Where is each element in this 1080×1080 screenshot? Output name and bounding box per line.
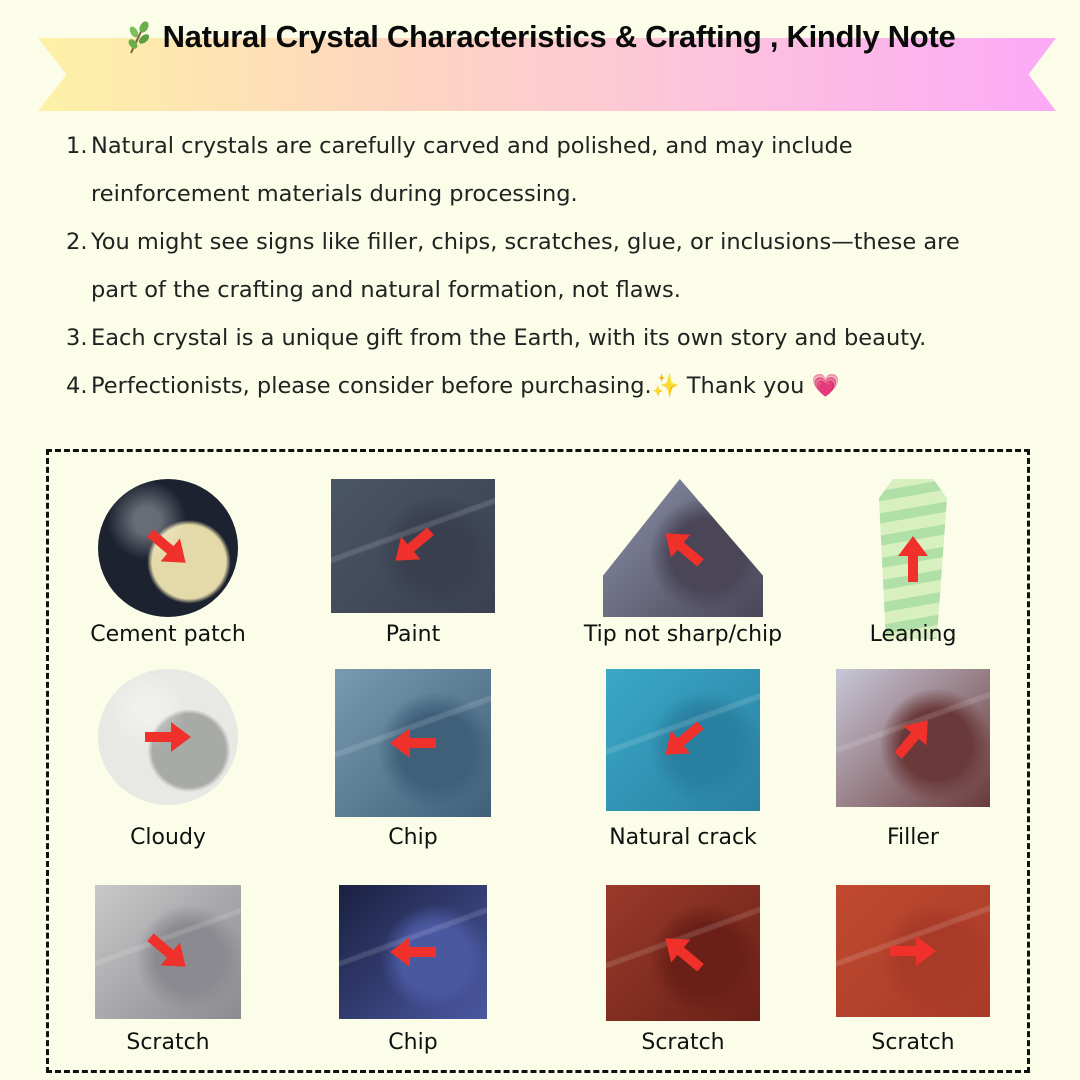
note-number: 2. bbox=[66, 229, 88, 255]
crystal-photo bbox=[335, 669, 491, 817]
note-item: 2. You might see signs like filler, chips… bbox=[66, 218, 1026, 314]
arrow-left-icon bbox=[390, 937, 436, 967]
arrow-up-right-icon bbox=[894, 720, 928, 759]
note-item: 1. Natural crystals are carefully carved … bbox=[66, 122, 1026, 218]
crystal-photo bbox=[339, 885, 487, 1019]
note-text: Natural crystals are carefully carved an… bbox=[91, 122, 853, 218]
note-number: 1. bbox=[66, 133, 88, 159]
note-number: 3. bbox=[66, 325, 88, 351]
example-item: Cloudy bbox=[68, 669, 268, 865]
arrow-up-left-icon bbox=[665, 533, 704, 567]
example-item: Scratch bbox=[68, 885, 268, 1070]
note-text: Perfectionists, please consider before p… bbox=[91, 362, 840, 410]
example-label: Cloudy bbox=[130, 825, 206, 850]
note-item: 4. Perfectionists, please consider before… bbox=[66, 362, 1026, 410]
example-item: Chip bbox=[313, 669, 513, 865]
note-number: 4. bbox=[66, 373, 88, 399]
note-line: Each crystal is a unique gift from the E… bbox=[91, 325, 927, 351]
note-line: You might see signs like filler, chips, … bbox=[91, 229, 960, 255]
example-item: Paint bbox=[313, 479, 513, 662]
example-label: Filler bbox=[887, 825, 939, 850]
example-item: Scratch bbox=[583, 885, 783, 1070]
arrow-right-icon bbox=[145, 722, 191, 752]
example-label: Scratch bbox=[126, 1030, 210, 1055]
note-line: Perfectionists, please consider before p… bbox=[91, 373, 840, 399]
crystal-photo bbox=[606, 885, 760, 1021]
example-label: Chip bbox=[388, 825, 438, 850]
example-label: Paint bbox=[385, 622, 441, 647]
leaf-sprig-icon bbox=[128, 20, 149, 53]
arrow-down-left-icon bbox=[395, 527, 434, 561]
arrow-down-right-icon bbox=[147, 529, 186, 563]
title-banner bbox=[38, 38, 1056, 111]
crystal-photo bbox=[95, 885, 241, 1019]
example-label: Cement patch bbox=[90, 622, 246, 647]
note-line: Natural crystals are carefully carved an… bbox=[91, 133, 853, 159]
crystal-photo bbox=[98, 479, 238, 617]
banner-title: Natural Crystal Characteristics & Crafti… bbox=[162, 18, 956, 54]
crystal-photo bbox=[331, 479, 495, 613]
example-label: Natural crack bbox=[609, 825, 757, 850]
note-text: You might see signs like filler, chips, … bbox=[91, 218, 960, 314]
crystal-photo bbox=[879, 479, 947, 639]
example-label: Tip not sharp/chip bbox=[583, 622, 783, 647]
crystal-photo bbox=[98, 669, 238, 805]
example-label: Leaning bbox=[869, 622, 957, 647]
example-item: Leaning bbox=[813, 479, 1013, 662]
note-text: Each crystal is a unique gift from the E… bbox=[91, 314, 926, 362]
example-label: Scratch bbox=[641, 1030, 725, 1055]
banner-title-row: Natural Crystal Characteristics & Crafti… bbox=[0, 0, 1080, 73]
arrow-up-left-icon bbox=[665, 938, 704, 972]
example-item: Tip not sharp/chip bbox=[583, 479, 783, 662]
examples-panel: Cement patch Paint Tip not sharp/chip Leani… bbox=[46, 449, 1030, 1073]
crystal-photo bbox=[606, 669, 760, 811]
arrow-left-icon bbox=[390, 728, 436, 758]
example-item: Scratch bbox=[813, 885, 1013, 1070]
example-item: Natural crack bbox=[583, 669, 783, 865]
crystal-photo bbox=[836, 669, 990, 807]
example-label: Scratch bbox=[871, 1030, 955, 1055]
example-item: Filler bbox=[813, 669, 1013, 865]
example-item: Chip bbox=[313, 885, 513, 1070]
crystal-photo bbox=[603, 479, 763, 617]
arrow-up-icon bbox=[898, 536, 928, 582]
crystal-photo bbox=[836, 885, 990, 1017]
arrow-down-right-icon bbox=[147, 933, 186, 967]
note-line: reinforcement materials during processin… bbox=[91, 181, 578, 207]
note-item: 3. Each crystal is a unique gift from the… bbox=[66, 314, 1026, 362]
example-label: Chip bbox=[388, 1030, 438, 1055]
note-line: part of the crafting and natural formati… bbox=[91, 277, 681, 303]
arrow-down-left-icon bbox=[665, 721, 704, 755]
arrow-right-icon bbox=[890, 936, 936, 966]
example-item: Cement patch bbox=[68, 479, 268, 662]
notes-list: 1. Natural crystals are carefully carved … bbox=[66, 122, 1026, 410]
